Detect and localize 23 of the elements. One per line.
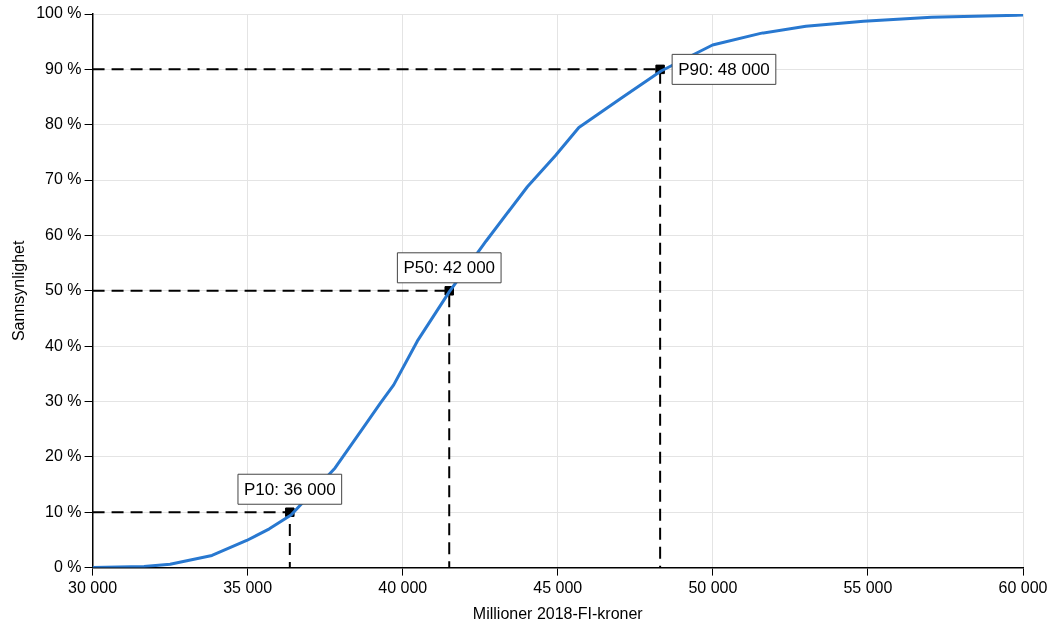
annotation: P90: 48 000 bbox=[678, 60, 770, 80]
y-tick-label: 30 % bbox=[45, 391, 82, 409]
y-tick-label: 40 % bbox=[45, 336, 82, 354]
y-tick-label: 90 % bbox=[45, 59, 82, 77]
y-tick-label: 50 % bbox=[45, 281, 82, 299]
annotation: P50: 42 000 bbox=[403, 258, 496, 278]
y-axis-title: Sannsynlighet bbox=[10, 239, 28, 342]
x-tick-label: 45 000 bbox=[533, 578, 583, 596]
y-tick-label: 100 % bbox=[36, 4, 82, 22]
y-tick-label: 10 % bbox=[45, 502, 82, 520]
x-tick-label: 50 000 bbox=[688, 578, 738, 596]
y-tick-label: 80 % bbox=[45, 115, 82, 133]
x-tick-label: 60 000 bbox=[998, 578, 1048, 596]
x-tick-label: 30 000 bbox=[68, 578, 118, 596]
y-tick-label: 0 % bbox=[53, 558, 82, 576]
y-tick-label: 20 % bbox=[45, 447, 82, 465]
x-tick-label: 35 000 bbox=[223, 578, 273, 596]
y-tick-label: 70 % bbox=[45, 170, 82, 188]
y-tick-label: 60 % bbox=[45, 225, 82, 243]
x-tick-label: 40 000 bbox=[378, 578, 428, 596]
annotation: P10: 36 000 bbox=[243, 479, 336, 499]
x-tick-label: 55 000 bbox=[843, 578, 893, 596]
x-axis-title: Millioner 2018-FI-kroner bbox=[472, 604, 644, 622]
